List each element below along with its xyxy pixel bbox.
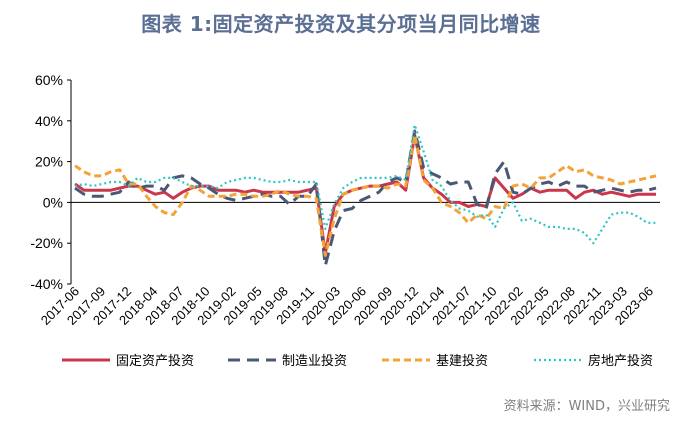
y-tick-label: 40% — [35, 113, 63, 129]
y-tick-label: 0% — [43, 194, 63, 210]
series-line-2 — [74, 133, 657, 257]
legend-label: 房地产投资 — [588, 353, 653, 369]
legend-label: 制造业投资 — [282, 353, 347, 369]
y-tick-label: -40% — [30, 276, 63, 292]
y-tick-label: -20% — [30, 235, 63, 251]
y-tick-label: 60% — [35, 72, 63, 88]
source-note: 资料来源：WIND，兴业研究 — [503, 399, 670, 414]
legend-label: 固定资产投资 — [116, 353, 194, 369]
chart-title: 图表 1:固定资产投资及其分项当月同比增速 — [141, 12, 541, 36]
series-line-1 — [74, 129, 657, 268]
series-line-3 — [74, 123, 656, 245]
y-tick-label: 20% — [35, 154, 63, 170]
legend-label: 基建投资 — [436, 353, 488, 369]
series-line-0 — [74, 133, 656, 255]
